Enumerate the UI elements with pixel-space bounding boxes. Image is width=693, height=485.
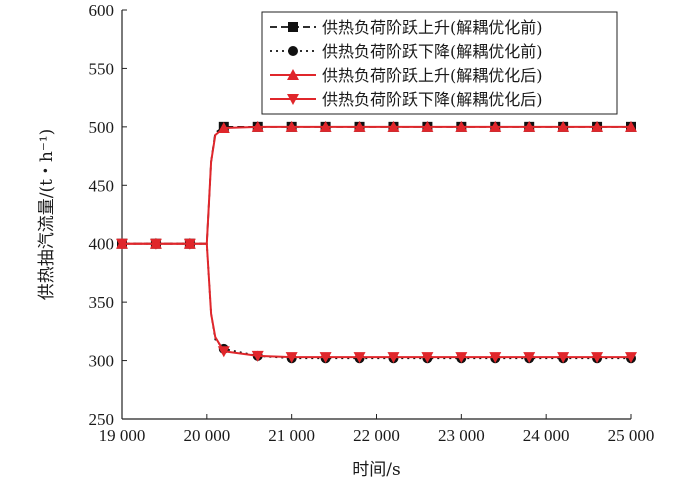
data-point bbox=[251, 350, 264, 362]
legend-box bbox=[261, 11, 618, 115]
data-point bbox=[557, 352, 570, 364]
legend-label: 供热负荷阶跃下降(解耦优化前) bbox=[322, 42, 543, 61]
data-point bbox=[353, 352, 366, 364]
y-tick-label: 600 bbox=[89, 1, 115, 20]
data-point bbox=[625, 120, 637, 132]
y-tick-label: 250 bbox=[89, 410, 115, 429]
series-line bbox=[122, 126, 631, 245]
data-point bbox=[421, 120, 434, 132]
data-point bbox=[285, 352, 298, 364]
series-4 bbox=[116, 238, 637, 364]
data-point bbox=[251, 120, 264, 132]
data-point bbox=[319, 120, 332, 132]
y-axis-title: 供热抽汽流量/(t・h⁻¹) bbox=[37, 129, 57, 301]
data-point bbox=[387, 352, 400, 364]
legend-marker bbox=[288, 22, 298, 32]
data-point bbox=[455, 120, 468, 132]
x-tick-label: 22 000 bbox=[353, 426, 400, 445]
data-point bbox=[217, 122, 230, 134]
y-tick-label: 300 bbox=[89, 352, 115, 371]
data-point bbox=[387, 120, 400, 132]
series-line bbox=[122, 242, 631, 359]
data-point bbox=[591, 352, 604, 364]
data-point bbox=[319, 352, 332, 364]
data-point bbox=[353, 120, 366, 132]
y-tick-label: 450 bbox=[89, 176, 115, 195]
data-point bbox=[217, 346, 230, 358]
series-layer bbox=[116, 120, 637, 364]
data-point bbox=[149, 238, 162, 250]
x-tick-label: 20 000 bbox=[183, 426, 230, 445]
legend-label: 供热负荷阶跃上升(解耦优化前) bbox=[322, 18, 543, 37]
legend-label: 供热负荷阶跃上升(解耦优化后) bbox=[322, 66, 543, 85]
legend: 供热负荷阶跃上升(解耦优化前) 供热负荷阶跃下降(解耦优化前) 供热负荷阶跃上升(解… bbox=[261, 11, 618, 115]
data-point bbox=[455, 352, 468, 364]
legend-marker bbox=[287, 94, 299, 105]
data-point bbox=[523, 120, 536, 132]
x-tick-label: 21 000 bbox=[268, 426, 315, 445]
x-tick-label: 25 000 bbox=[608, 426, 655, 445]
series-2 bbox=[117, 238, 636, 364]
series-line bbox=[122, 242, 631, 360]
x-tick-label: 23 000 bbox=[438, 426, 485, 445]
x-tick-label: 24 000 bbox=[523, 426, 570, 445]
y-tick-label: 500 bbox=[89, 118, 115, 137]
series-3 bbox=[116, 120, 637, 249]
data-point bbox=[489, 120, 502, 132]
axes: 250 300 350 400 450 500 550 600 19 000 20 000 21 0… bbox=[89, 1, 655, 445]
legend-label: 供热负荷阶跃下降(解耦优化后) bbox=[322, 90, 543, 109]
data-point bbox=[591, 120, 604, 132]
data-point bbox=[421, 352, 434, 364]
legend-marker bbox=[288, 46, 298, 56]
data-point bbox=[285, 120, 298, 132]
data-point bbox=[523, 352, 536, 364]
legend-marker bbox=[287, 69, 299, 80]
y-tick-label: 350 bbox=[89, 293, 115, 312]
x-axis-title: 时间/s bbox=[352, 460, 400, 480]
x-tick-label: 19 000 bbox=[99, 426, 146, 445]
series-line bbox=[122, 125, 631, 245]
data-point bbox=[625, 352, 637, 364]
data-point bbox=[557, 120, 570, 132]
series-1 bbox=[117, 121, 636, 249]
data-point bbox=[116, 238, 128, 250]
data-point bbox=[183, 238, 196, 250]
y-tick-label: 400 bbox=[89, 235, 115, 254]
data-point bbox=[489, 352, 502, 364]
y-tick-label: 550 bbox=[89, 59, 115, 78]
